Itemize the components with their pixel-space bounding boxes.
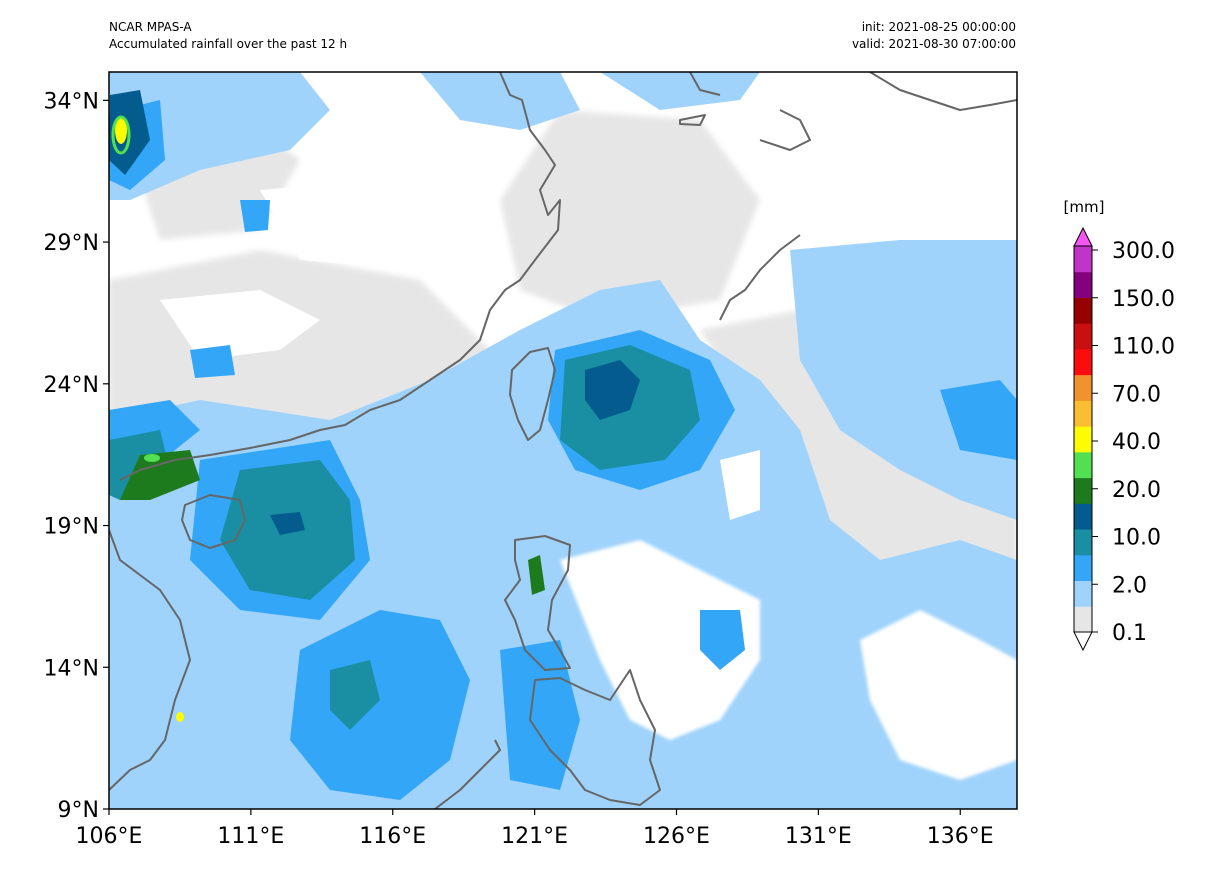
colorbar-unit: [mm] <box>1064 198 1105 216</box>
lon-tick-label: 121°E <box>501 824 568 849</box>
coastline-japan <box>679 72 1017 151</box>
colorbar-segment <box>1074 606 1092 633</box>
coastline-ryukyu <box>719 234 801 321</box>
header-left: NCAR MPAS-A Accumulated rainfall over th… <box>109 19 347 53</box>
coastline-china <box>119 72 561 481</box>
colorbar: [mm] 300.0 150.0 110.0 70.0 40.0 20.0 10.0 2.0 0… <box>1064 198 1175 652</box>
colorbar-segment <box>1074 271 1092 298</box>
colorbar-tick-label: 110.0 <box>1112 335 1175 360</box>
lat-tick-label: 29°N <box>44 231 99 256</box>
lat-tick-label: 24°N <box>44 373 99 398</box>
colorbar-segment <box>1074 580 1092 607</box>
colorbar-segment <box>1074 297 1092 324</box>
colorbar-segment <box>1074 451 1092 479</box>
colorbar-outline <box>1073 245 1093 633</box>
colorbar-tick-label: 0.1 <box>1112 621 1147 646</box>
init-time: init: 2021-08-25 00:00:00 <box>861 20 1016 34</box>
colorbar-segment <box>1074 477 1092 504</box>
colorbar-tick-label: 150.0 <box>1112 287 1175 312</box>
lon-tick-label: 111°E <box>217 824 284 849</box>
colorbar-segment <box>1074 426 1092 453</box>
rain-band-green <box>120 450 545 595</box>
lat-tick-label: 34°N <box>44 89 99 114</box>
colorbar-segment <box>1074 374 1092 401</box>
valid-time: valid: 2021-08-30 07:00:00 <box>851 37 1016 51</box>
colorbar-tick-label: 300.0 <box>1112 239 1175 264</box>
colorbar-tick-label: 20.0 <box>1112 478 1161 503</box>
lon-tick-label: 116°E <box>359 824 426 849</box>
colorbar-segment <box>1074 554 1092 582</box>
coastline-taiwan <box>509 347 556 441</box>
colorbar-segment <box>1074 400 1092 427</box>
latitude-axis: 34°N 29°N 24°N 19°N 14°N 9°N <box>44 89 109 823</box>
colorbar-under-arrow <box>1073 631 1093 652</box>
lat-tick-label: 9°N <box>58 798 99 823</box>
colorbar-segment <box>1074 503 1092 530</box>
coastline-philippines-south <box>529 669 661 806</box>
lon-tick-label: 131°E <box>785 824 852 849</box>
coastline-luzon <box>504 535 571 671</box>
rain-free-gaps <box>160 180 1017 780</box>
lon-tick-label: 126°E <box>643 824 710 849</box>
field-description: Accumulated rainfall over the past 12 h <box>109 37 348 51</box>
colorbar-segment <box>1074 529 1092 556</box>
lat-tick-label: 19°N <box>44 515 99 540</box>
model-name: NCAR MPAS-A <box>109 20 192 34</box>
coastline-indochina <box>109 529 191 791</box>
colorbar-tick-label: 10.0 <box>1112 526 1161 551</box>
colorbar-over-arrow <box>1073 226 1093 247</box>
colorbar-tick-label: 70.0 <box>1112 382 1161 407</box>
header-right: init: 2021-08-25 00:00:00 valid: 2021-08… <box>852 19 1016 53</box>
colorbar-segment <box>1074 348 1092 376</box>
longitude-axis: 106°E 111°E 116°E 121°E 126°E 131°E 136°E <box>76 809 994 849</box>
lon-tick-label: 106°E <box>76 824 143 849</box>
map-panel <box>109 72 1017 809</box>
colorbar-segment <box>1074 246 1092 273</box>
coastlines <box>109 72 1017 809</box>
coastline-palawan <box>434 739 501 809</box>
colorbar-tick-label: 40.0 <box>1112 430 1161 455</box>
colorbar-tick-label: 2.0 <box>1112 573 1147 598</box>
rain-maxima <box>111 115 184 722</box>
colorbar-segment <box>1074 323 1092 350</box>
lon-tick-label: 136°E <box>927 824 994 849</box>
map-frame <box>108 71 1018 810</box>
coastline-hainan <box>181 494 246 549</box>
lat-tick-label: 14°N <box>44 656 99 681</box>
